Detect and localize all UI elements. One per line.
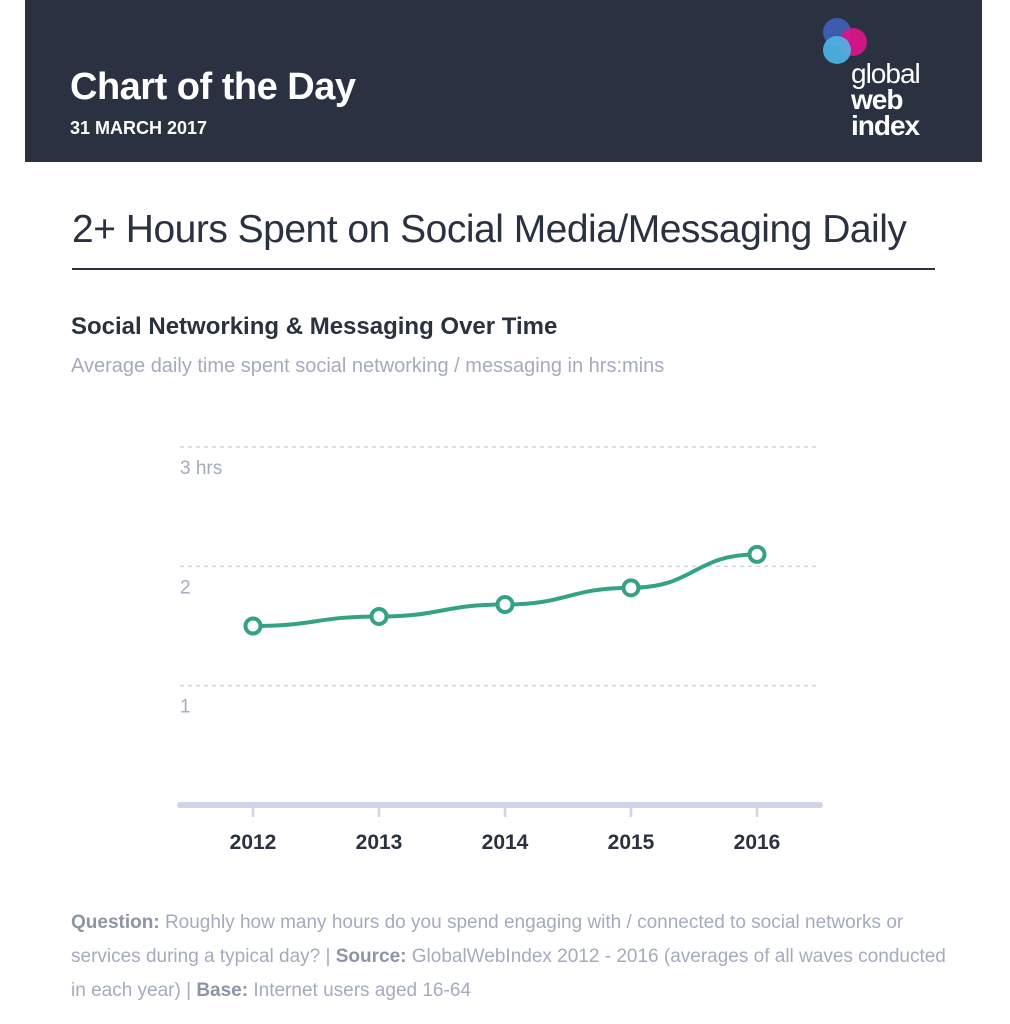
line-chart: 1 2 3 hrs 2012 2013 2014 2015 2016 bbox=[177, 446, 823, 854]
y-tick-label: 3 hrs bbox=[180, 458, 222, 479]
y-tick-label: 2 bbox=[180, 577, 191, 598]
x-tick-label: 2013 bbox=[356, 831, 403, 854]
data-point bbox=[369, 606, 389, 626]
logo-word-global: global bbox=[851, 58, 921, 89]
y-tick-label: 1 bbox=[180, 697, 191, 718]
chart-subtitle: Average daily time spent social networki… bbox=[71, 355, 665, 377]
footnote: Question: Roughly how many hours do you … bbox=[71, 906, 951, 1008]
source-text: GlobalWebIndex 2012 - 2016 (averages of … bbox=[71, 946, 946, 1001]
source-label: Source: bbox=[335, 946, 407, 967]
data-point bbox=[747, 544, 767, 564]
x-tick-label: 2014 bbox=[482, 831, 529, 854]
header-date: 31 MARCH 2017 bbox=[70, 118, 208, 138]
data-point bbox=[621, 578, 641, 598]
chart-title: Social Networking & Messaging Over Time bbox=[71, 313, 558, 340]
question-text: Roughly how many hours do you spend enga… bbox=[71, 912, 904, 967]
header-title: Chart of the Day bbox=[70, 66, 356, 108]
x-tick-label: 2016 bbox=[734, 831, 781, 854]
globalwebindex-logo: global web index bbox=[817, 16, 947, 146]
logo-word-index: index bbox=[851, 110, 920, 141]
base-text: Internet users aged 16-64 bbox=[248, 980, 471, 1001]
page-title: 2+ Hours Spent on Social Media/Messaging… bbox=[72, 208, 907, 251]
header-banner: Chart of the Day 31 MARCH 2017 global we… bbox=[25, 0, 982, 162]
title-divider bbox=[72, 268, 935, 270]
base-label: Base: bbox=[196, 980, 249, 1001]
series-line bbox=[252, 552, 758, 628]
question-label: Question: bbox=[71, 912, 160, 933]
logo-word-web: web bbox=[851, 84, 903, 115]
x-tick-label: 2015 bbox=[608, 831, 655, 854]
data-point bbox=[243, 616, 263, 636]
logo-circles-icon bbox=[823, 18, 867, 64]
x-tick-label: 2012 bbox=[230, 831, 277, 854]
data-point bbox=[495, 595, 515, 615]
